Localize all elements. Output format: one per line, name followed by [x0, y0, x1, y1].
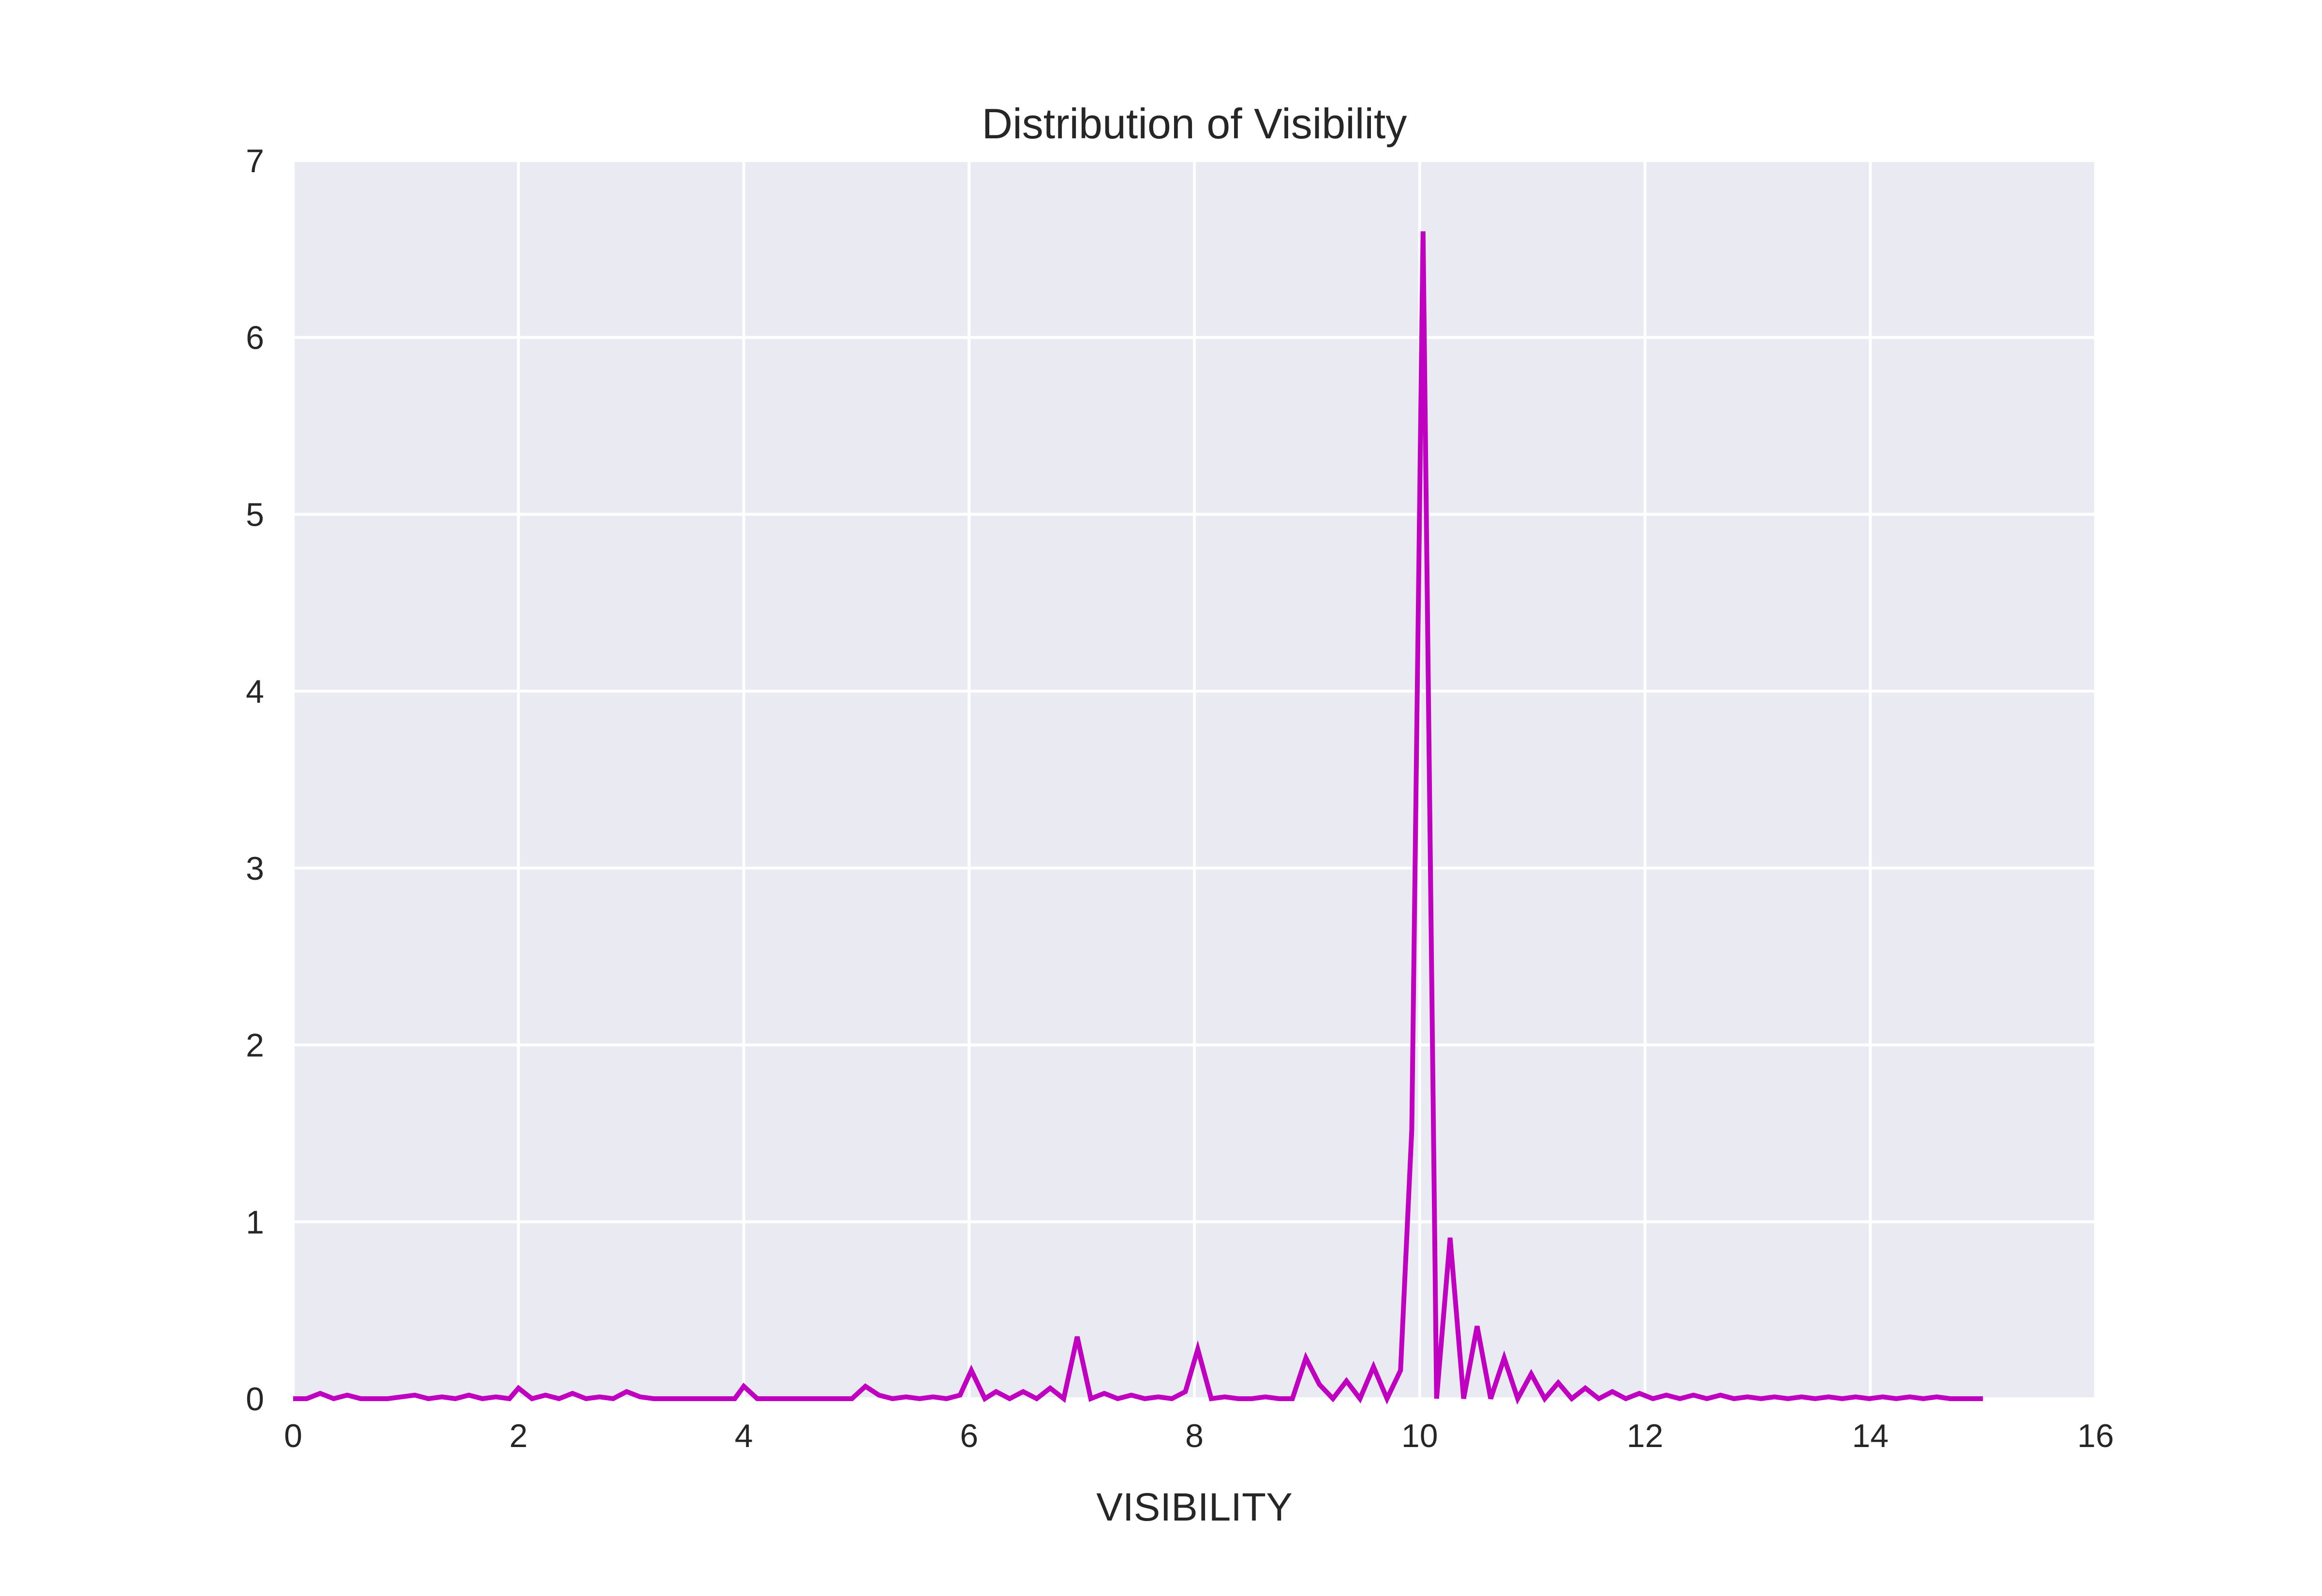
x-tick-label: 14: [1852, 1418, 1889, 1454]
series-line: [293, 231, 1983, 1405]
y-tick-label: 2: [246, 1027, 264, 1064]
y-tick-label: 1: [246, 1204, 264, 1241]
y-tick-label: 6: [246, 320, 264, 356]
y-tick-label: 0: [246, 1381, 264, 1418]
y-tick-label: 4: [246, 673, 264, 710]
chart-title: Distribution of Visibility: [982, 100, 1407, 148]
y-tick-label: 7: [246, 143, 264, 179]
y-tick-label: 3: [246, 850, 264, 887]
x-tick-label: 4: [735, 1418, 753, 1454]
y-tick-label: 5: [246, 496, 264, 533]
x-tick-label: 6: [960, 1418, 978, 1454]
x-tick-label: 10: [1401, 1418, 1438, 1454]
x-tick-label: 8: [1185, 1418, 1204, 1454]
y-tick-labels: 0 1 2 3 4 5 6 7: [246, 143, 264, 1418]
x-axis-label: VISIBILITY: [1096, 1485, 1293, 1529]
series-layer: [293, 231, 1983, 1405]
x-tick-label: 2: [509, 1418, 528, 1454]
x-tick-label: 12: [1627, 1418, 1664, 1454]
x-tick-labels: 0 2 4 6 8 10 12 14 16: [284, 1418, 2114, 1454]
x-tick-label: 16: [2077, 1418, 2114, 1454]
x-tick-label: 0: [284, 1418, 302, 1454]
